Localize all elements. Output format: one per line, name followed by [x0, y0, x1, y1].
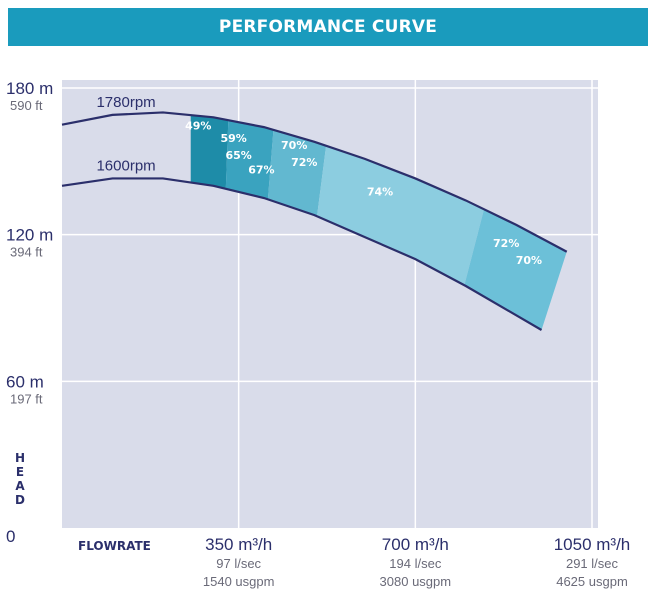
y-tick-sublabel-1: 394 ft [10, 245, 43, 260]
efficiency-label-3: 67% [248, 164, 274, 177]
x-tick-sub1-2: 291 l/sec [566, 556, 619, 571]
y-tick-label-1: 120 m [6, 226, 53, 245]
x-tick-sub2-0: 1540 usgpm [203, 574, 275, 589]
y-tick-sublabel-2: 197 ft [10, 391, 43, 406]
curve-1600rpm [61, 177, 543, 331]
efficiency-zone-0 [190, 115, 229, 189]
efficiency-zone-2 [267, 129, 327, 217]
efficiency-label-1: 59% [220, 132, 246, 145]
x-axis-label: FLOWRATE [78, 539, 151, 553]
curve-1780rpm [61, 111, 568, 253]
x-tick-sub1-1: 194 l/sec [389, 556, 442, 571]
y-tick-label-3: 0 [6, 527, 15, 546]
y-tick-sublabel-0: 590 ft [10, 98, 43, 113]
y-axis-label-letter-2: A [15, 479, 25, 493]
x-axis-ticks: 350 m³/h 97 l/sec 1540 usgpm 700 m³/h 194 l/… [203, 535, 630, 589]
efficiency-zone-1 [225, 120, 274, 200]
efficiency-label-7: 72% [493, 237, 519, 250]
efficiency-label-5: 72% [291, 156, 317, 169]
y-tick-label-2: 60 m [6, 372, 44, 391]
y-axis-label-letter-3: D [15, 493, 25, 507]
efficiency-label-4: 70% [281, 139, 307, 152]
efficiency-zone-3 [317, 145, 485, 286]
chart-title: PERFORMANCE CURVE [8, 8, 648, 46]
x-tick-sub2-2: 4625 usgpm [556, 574, 628, 589]
efficiency-labels: 49% 59% 65% 67% 70% 72% 74% 72% 70% [185, 120, 542, 267]
y-tick-label-0: 180 m [6, 79, 53, 98]
x-tick-sub1-0: 97 l/sec [216, 556, 261, 571]
efficiency-label-8: 70% [516, 254, 542, 267]
x-tick-label-2: 1050 m³/h [554, 535, 631, 554]
efficiency-label-6: 74% [367, 186, 393, 199]
x-tick-sub2-1: 3080 usgpm [380, 574, 452, 589]
curve-label-1780rpm: 1780rpm [96, 94, 155, 111]
curve-label-1600rpm: 1600rpm [96, 157, 155, 174]
x-tick-label-0: 350 m³/h [205, 535, 272, 554]
efficiency-band [190, 115, 567, 330]
curves: 1780rpm 1600rpm [61, 94, 568, 331]
efficiency-label-2: 65% [225, 149, 251, 162]
efficiency-label-0: 49% [185, 120, 211, 133]
y-axis-label-letter-0: H [15, 451, 25, 465]
y-axis-label-letter-1: E [16, 465, 24, 479]
x-tick-label-1: 700 m³/h [382, 535, 449, 554]
